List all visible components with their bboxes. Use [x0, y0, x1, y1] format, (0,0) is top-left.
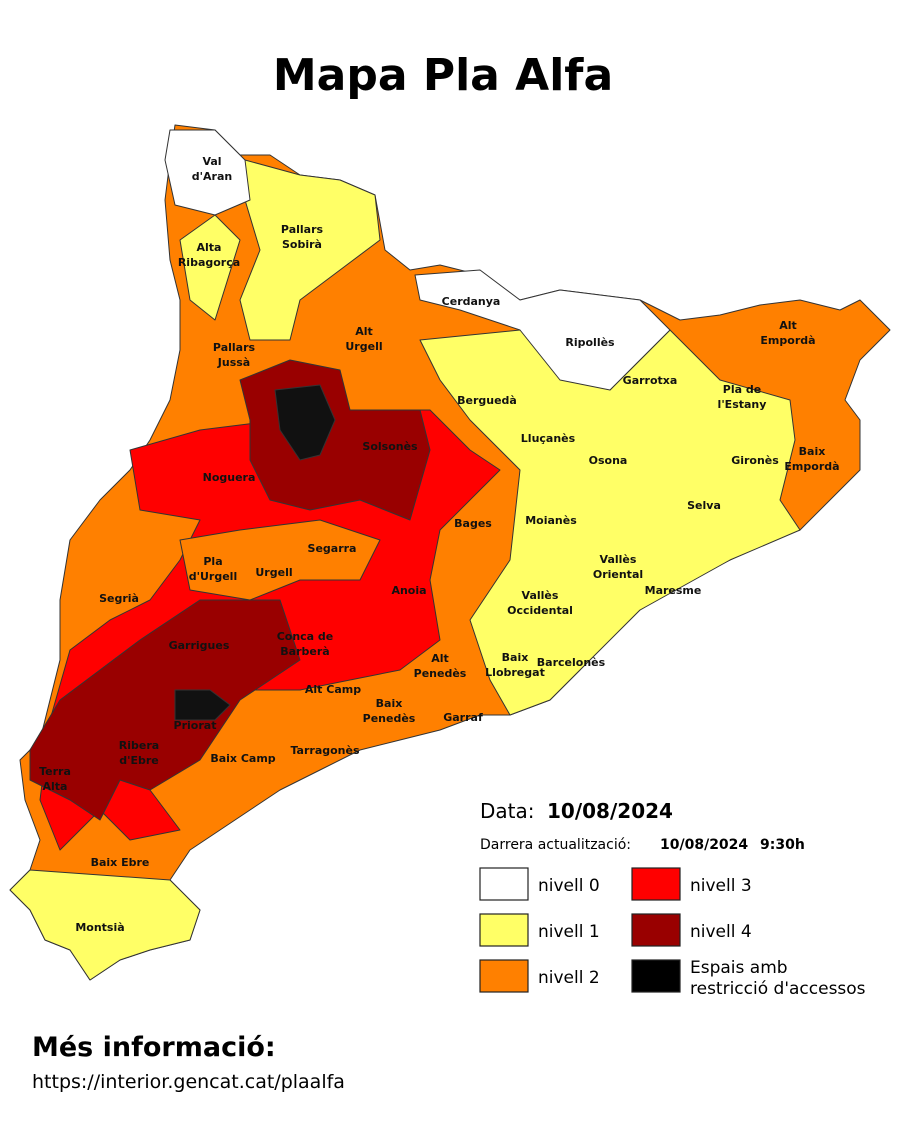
region-label: Baix [502, 651, 529, 664]
legend-label: nivell 4 [690, 922, 752, 942]
region-label: Bages [454, 517, 492, 530]
region-label: Alt [431, 652, 449, 665]
region-label: Noguera [203, 471, 256, 484]
region-label: Alta [197, 241, 222, 254]
region-label: Oriental [593, 568, 643, 581]
region-label: Terra [39, 765, 71, 778]
region-label: d'Aran [192, 170, 232, 183]
region-label: Pallars [281, 223, 324, 236]
region-label: Segarra [308, 542, 357, 555]
info-box: Data: 10/08/2024 Darrera actualització: … [480, 799, 805, 853]
region-label: Ripollès [565, 336, 615, 349]
region-label: Empordà [784, 460, 839, 473]
date-label: Data: [480, 799, 535, 823]
legend-label: nivell 1 [538, 922, 600, 942]
region-restricted [174, 689, 231, 721]
legend-swatch [479, 959, 529, 993]
region-label: Ribagorça [178, 256, 240, 269]
region-label: Anoia [391, 584, 426, 597]
legend-swatch [631, 913, 681, 947]
region-label: Empordà [760, 334, 815, 347]
legend-swatch [479, 867, 529, 901]
region-label: Priorat [174, 719, 217, 732]
update-label: Darrera actualització: [480, 837, 631, 853]
region-yellow [9, 869, 201, 981]
legend-swatch [631, 959, 681, 993]
region-label: Pallars [213, 341, 256, 354]
region-label: Segrià [99, 592, 139, 605]
region-label: Sobirà [282, 238, 322, 251]
legend-label: Espais amb [690, 958, 788, 978]
region-darkred [29, 599, 301, 821]
legend-swatch [479, 913, 529, 947]
region-yellow [239, 159, 381, 341]
map [9, 124, 891, 981]
region-label: Vallès [522, 589, 559, 602]
region-label: Jussà [217, 356, 250, 369]
legend-label: nivell 3 [690, 876, 752, 896]
region-white [164, 129, 251, 216]
region-label: Osona [589, 454, 628, 467]
region-white [414, 269, 671, 391]
region-label: Gironès [731, 454, 779, 467]
region-label: d'Urgell [189, 570, 237, 583]
region-label: Urgell [345, 340, 382, 353]
region-label: Alt Camp [305, 683, 361, 696]
region-label: Selva [687, 499, 721, 512]
region-yellow [419, 329, 801, 716]
title: Mapa Pla Alfa [273, 50, 613, 101]
region-label: Garraf [443, 711, 483, 724]
region-label: Garrigues [169, 639, 230, 652]
legend: nivell 0 nivell 1 nivell 2 nivell 3 nivell 4… [479, 867, 866, 999]
more-info-title: Més informació: [32, 1032, 276, 1063]
region-label: l'Estany [718, 398, 767, 411]
region-orange [179, 519, 381, 601]
region-label: Berguedà [457, 394, 517, 407]
legend-swatch [631, 867, 681, 901]
region-label: Garrotxa [623, 374, 678, 387]
region-label: Maresme [645, 584, 702, 597]
region-label: Barcelonès [537, 656, 606, 669]
region-orange [9, 124, 891, 981]
region-label: Barberà [280, 645, 329, 658]
region-label: Conca de [277, 630, 334, 643]
more-info-url: https://interior.gencat.cat/plaalfa [32, 1071, 345, 1093]
region-label: Montsià [75, 921, 124, 934]
region-label: Baix Ebre [91, 856, 150, 869]
region-label: Alta [43, 780, 68, 793]
region-label: Baix [799, 445, 826, 458]
region-label: Pla de [723, 383, 761, 396]
legend-label: restricció d'accessos [690, 979, 866, 999]
region-label: Penedès [414, 667, 467, 680]
region-label: Alt [355, 325, 373, 338]
region-restricted [274, 384, 336, 461]
update-time: 9:30h [760, 837, 805, 853]
region-label: Ribera [119, 739, 159, 752]
region-label: Urgell [255, 566, 292, 579]
update-date: 10/08/2024 [660, 837, 748, 853]
region-label: d'Ebre [119, 754, 159, 767]
region-label: Lluçanès [521, 432, 576, 445]
region-label: Moianès [525, 514, 577, 527]
region-label: Occidental [507, 604, 573, 617]
region-label: Baix Camp [210, 752, 275, 765]
date: 10/08/2024 [547, 799, 673, 823]
region-label: Tarragonès [290, 744, 360, 757]
region-label: Baix [376, 697, 403, 710]
region-labels: Val d'Aran Pallars Sobirà Alta Ribagorça Cerda… [39, 155, 839, 934]
legend-label: nivell 0 [538, 876, 600, 896]
legend-label: nivell 2 [538, 968, 600, 988]
region-label: Penedès [363, 712, 416, 725]
region-label: Alt [779, 319, 797, 332]
region-label: Solsonès [362, 440, 418, 453]
region-yellow [179, 214, 241, 321]
region-label: Pla [203, 555, 222, 568]
region-label: Cerdanya [442, 295, 501, 308]
region-label: Llobregat [485, 666, 545, 679]
region-label: Val [202, 155, 221, 168]
region-label: Vallès [600, 553, 637, 566]
